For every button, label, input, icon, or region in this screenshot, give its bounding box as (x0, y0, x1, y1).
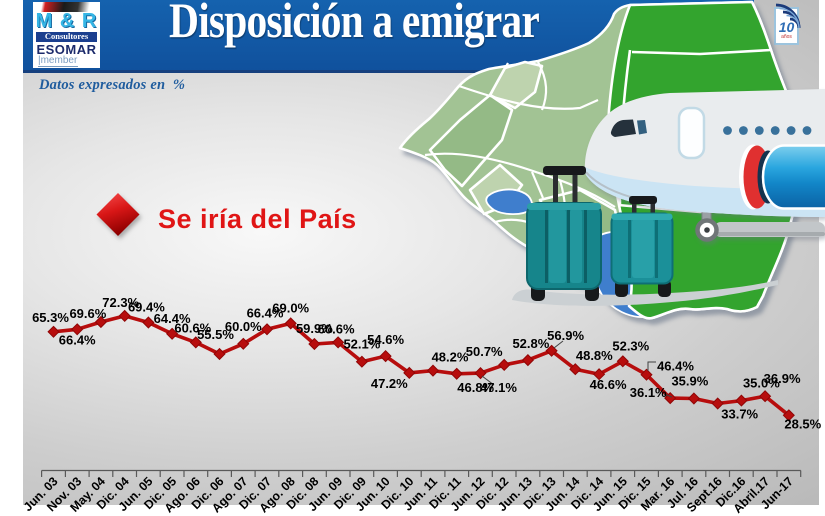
svg-text:56.9%: 56.9% (547, 328, 584, 343)
svg-text:59.9%: 59.9% (296, 321, 333, 336)
svg-text:36.1%: 36.1% (630, 385, 667, 400)
svg-text:54.6%: 54.6% (367, 332, 404, 347)
svg-text:46.8%: 46.8% (457, 380, 494, 395)
svg-text:52.1%: 52.1% (343, 337, 380, 352)
svg-text:55.5%: 55.5% (197, 327, 234, 342)
svg-text:48.2%: 48.2% (432, 350, 469, 365)
svg-text:52.3%: 52.3% (612, 338, 649, 353)
svg-text:60.0%: 60.0% (225, 319, 262, 334)
svg-text:52.8%: 52.8% (512, 336, 549, 351)
svg-text:60.6%: 60.6% (318, 321, 355, 336)
svg-text:64.4%: 64.4% (154, 311, 191, 326)
svg-text:33.7%: 33.7% (721, 407, 758, 422)
svg-text:66.4%: 66.4% (59, 332, 96, 347)
svg-text:46.4%: 46.4% (657, 359, 694, 374)
svg-text:36.9%: 36.9% (764, 371, 801, 386)
svg-text:46.6%: 46.6% (590, 377, 627, 392)
svg-text:60.6%: 60.6% (174, 320, 211, 335)
svg-text:69.4%: 69.4% (128, 300, 165, 315)
svg-text:66.4%: 66.4% (247, 305, 284, 320)
svg-text:47.2%: 47.2% (371, 376, 408, 391)
svg-text:35.0%: 35.0% (743, 376, 780, 391)
svg-text:48.8%: 48.8% (576, 348, 613, 363)
svg-text:50.7%: 50.7% (466, 344, 503, 359)
svg-text:69.0%: 69.0% (272, 300, 309, 315)
svg-text:35.9%: 35.9% (671, 374, 708, 389)
svg-text:47.1%: 47.1% (480, 380, 517, 395)
svg-text:72.3%: 72.3% (102, 295, 139, 310)
svg-text:65.3%: 65.3% (32, 310, 69, 325)
svg-text:28.5%: 28.5% (784, 416, 821, 431)
svg-text:69.6%: 69.6% (69, 306, 106, 321)
